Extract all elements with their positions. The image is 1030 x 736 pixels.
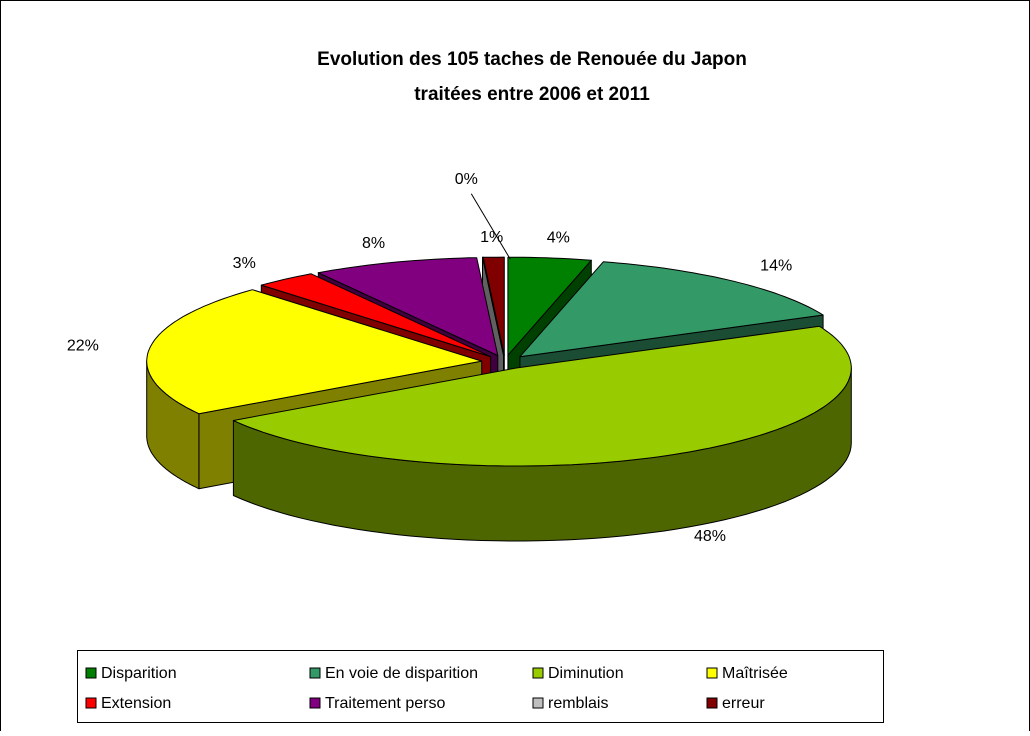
slice-top <box>317 257 499 356</box>
leader-line <box>470 193 511 260</box>
legend-swatch <box>85 667 97 679</box>
legend-label: En voie de disparition <box>325 665 478 682</box>
legend-label: Traitement perso <box>325 695 445 712</box>
data-label: 3% <box>233 255 256 272</box>
slice-top <box>482 256 505 356</box>
data-label: 1% <box>480 229 503 246</box>
slice-top <box>232 325 852 467</box>
legend-label: Diminution <box>548 665 624 682</box>
legend-label: Disparition <box>101 665 177 682</box>
data-label: 4% <box>547 230 570 247</box>
pie-slice <box>232 325 852 542</box>
slice-top <box>507 256 592 356</box>
data-label: 22% <box>67 338 99 355</box>
data-label: 8% <box>362 235 385 252</box>
legend-label: Extension <box>101 695 171 712</box>
chart-title: Evolution des 105 taches de Renouée du J… <box>317 49 747 70</box>
legend-swatch <box>85 697 97 709</box>
legend-label: Maîtrisée <box>722 665 788 682</box>
chart-title: traitées entre 2006 et 2011 <box>414 84 650 105</box>
slice-top <box>260 273 492 358</box>
legend-swatch <box>532 667 544 679</box>
legend-swatch <box>309 667 321 679</box>
legend-swatch <box>706 667 718 679</box>
legend-box <box>77 650 884 723</box>
legend-swatch <box>309 697 321 709</box>
slice-top <box>146 289 483 415</box>
legend-swatch <box>706 697 718 709</box>
data-label: 0% <box>455 171 478 188</box>
data-label: 48% <box>694 528 726 545</box>
slice-top <box>482 256 504 356</box>
data-label: 14% <box>760 257 792 274</box>
legend-swatch <box>532 697 544 709</box>
slice-top <box>519 261 824 358</box>
legend-label: erreur <box>722 695 765 712</box>
legend-label: remblais <box>548 695 608 712</box>
